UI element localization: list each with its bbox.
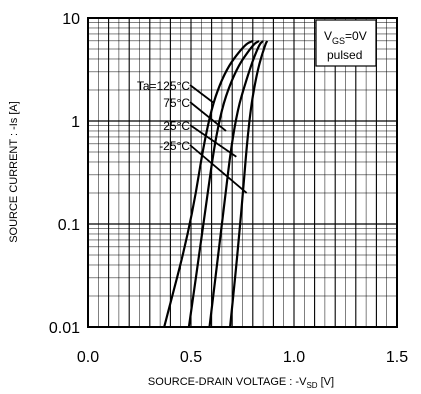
x-axis-label: SOURCE-DRAIN VOLTAGE : -VSD [V] (148, 376, 334, 390)
y-axis-label: SOURCE CURRENT : -Is [A] (8, 101, 20, 243)
y-tick-label: 0.01 (49, 320, 80, 337)
x-tick-label: 0.0 (77, 349, 99, 366)
condition-line-2: pulsed (327, 48, 362, 62)
plot-frame (87, 17, 398, 328)
y-tick-label: 0.1 (58, 217, 80, 234)
series-line-1 (187, 39, 260, 328)
series-label-1: 75°C (163, 96, 190, 110)
condition-line-1: VGS=0V (324, 29, 367, 46)
leader-lines (189, 84, 248, 194)
series-leader-3 (189, 144, 248, 194)
y-tick-label: 1 (71, 114, 80, 131)
y-tick-label: 10 (62, 11, 80, 28)
series-label-3: -25°C (159, 139, 190, 153)
series-leader-2 (189, 124, 237, 158)
series-leader-0 (189, 84, 215, 104)
series-line-3 (229, 40, 269, 328)
grid-major (88, 18, 397, 327)
series-label-0: Ta=125°C (137, 79, 191, 93)
series-label-2: 25°C (163, 119, 190, 133)
y-tick-labels: 0.01 0.1 1 10 (49, 11, 80, 337)
series-leader-1 (189, 101, 227, 132)
condition-box: VGS=0V pulsed (315, 19, 377, 67)
condition-box-frame (315, 19, 377, 67)
x-tick-label: 1.5 (386, 349, 408, 366)
x-tick-label: 1.0 (283, 349, 305, 366)
series-line-2 (208, 40, 264, 328)
series-labels: Ta=125°C 75°C 25°C -25°C (137, 79, 191, 153)
x-tick-label: 0.5 (180, 349, 202, 366)
x-tick-labels: 0.0 0.5 1.0 1.5 (77, 349, 408, 366)
